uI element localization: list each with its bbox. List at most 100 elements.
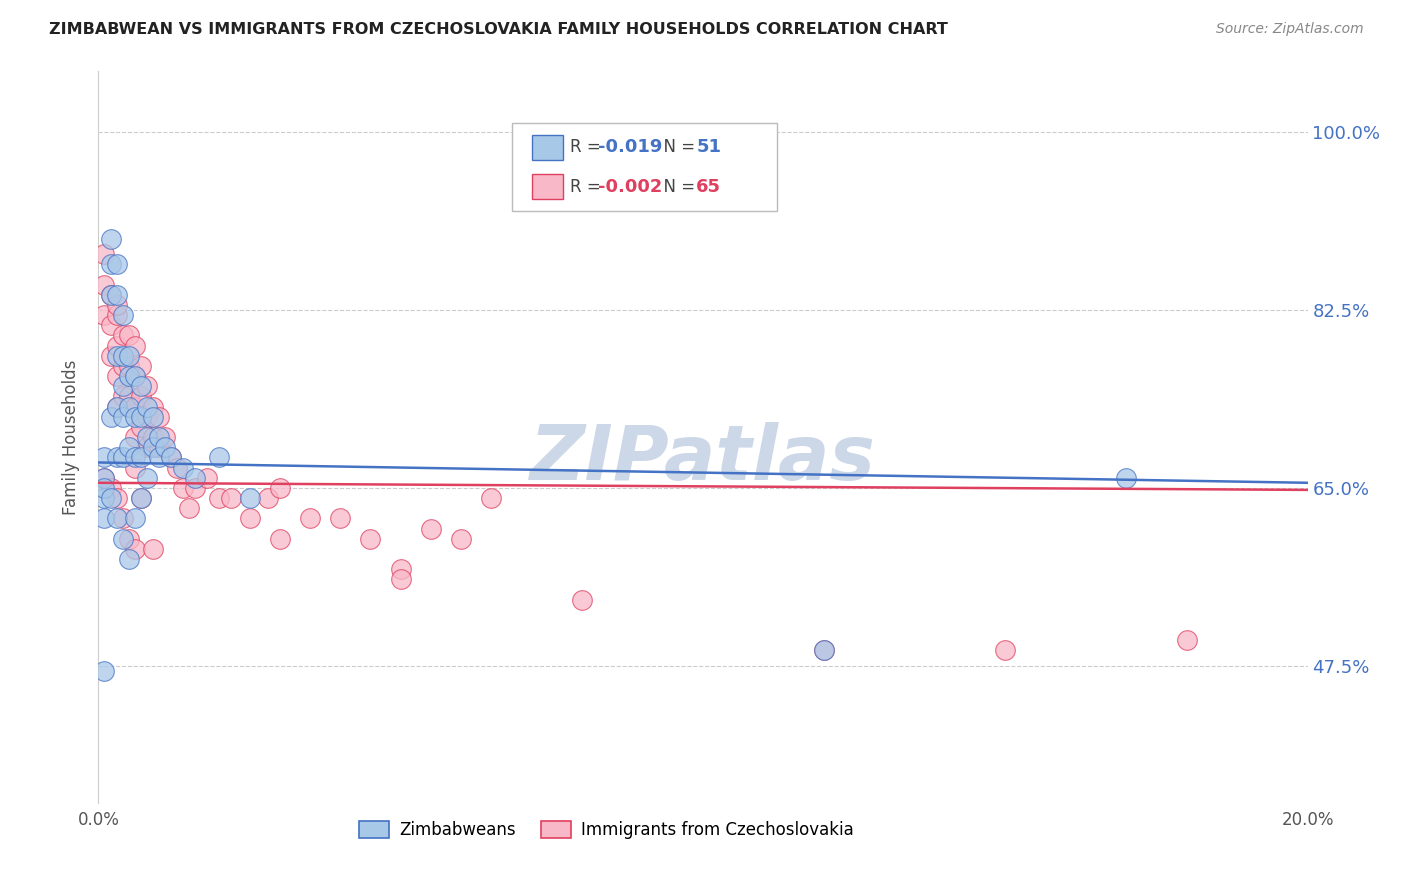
Point [100,349,122,363]
Point [239,511,262,525]
Point [269,532,291,546]
Point [105,491,128,505]
Point [93,471,115,485]
Point [148,430,170,444]
Point [135,440,157,454]
Point [100,409,122,424]
Point [160,450,183,465]
Point [105,288,128,302]
Point [105,298,128,312]
Point [118,532,141,546]
Point [100,318,122,333]
Point [195,471,218,485]
Point [360,532,382,546]
Point [129,359,152,373]
Point [148,450,170,465]
Text: N =: N = [652,178,700,196]
Point [105,400,128,414]
Point [184,471,207,485]
Point [100,232,122,246]
Point [111,389,134,403]
Point [118,359,141,373]
Point [105,400,128,414]
Point [172,481,194,495]
Point [129,420,152,434]
Point [135,409,157,424]
Point [184,481,207,495]
Point [124,400,146,414]
Point [142,409,165,424]
Point [148,409,170,424]
Point [111,511,134,525]
Point [100,288,122,302]
Point [208,450,231,465]
Point [100,257,122,271]
Point [208,491,231,505]
Point [93,450,115,465]
Point [129,379,152,393]
Point [105,338,128,352]
Point [124,409,146,424]
Point [105,349,128,363]
Point [299,511,322,525]
Point [129,491,152,505]
Text: 65: 65 [696,178,721,196]
Text: N =: N = [652,138,700,156]
Point [100,481,122,495]
Point [111,349,134,363]
Point [221,491,243,505]
Point [135,430,157,444]
Point [166,460,188,475]
Text: -0.019: -0.019 [598,138,662,156]
Point [129,409,152,424]
Point [93,308,115,322]
Point [994,643,1017,657]
Point [160,450,183,465]
Point [129,491,152,505]
Point [118,440,141,454]
Point [129,389,152,403]
Point [142,400,165,414]
Point [111,450,134,465]
Text: -0.002: -0.002 [598,178,662,196]
Point [148,440,170,454]
Point [239,491,262,505]
Point [93,277,115,292]
Point [93,471,115,485]
Point [1175,633,1198,648]
Point [481,491,503,505]
Point [105,511,128,525]
Legend: Zimbabweans, Immigrants from Czechoslovakia: Zimbabweans, Immigrants from Czechoslova… [353,814,860,846]
Y-axis label: Family Households: Family Households [62,359,80,515]
Point [135,379,157,393]
Point [124,450,146,465]
Point [135,471,157,485]
Point [93,491,115,505]
Text: Source: ZipAtlas.com: Source: ZipAtlas.com [1216,22,1364,37]
Point [142,430,165,444]
Point [93,247,115,261]
Point [105,257,128,271]
Point [111,532,134,546]
Point [111,328,134,343]
Point [256,491,278,505]
Point [118,349,141,363]
Text: ZIPatlas: ZIPatlas [530,422,876,496]
Point [105,308,128,322]
Point [100,288,122,302]
Point [105,450,128,465]
Point [153,440,176,454]
Point [153,430,176,444]
Text: 51: 51 [696,138,721,156]
Point [420,522,443,536]
Point [813,643,835,657]
Point [129,450,152,465]
Point [450,532,472,546]
Point [269,481,291,495]
Text: R =: R = [569,178,606,196]
Point [100,491,122,505]
Point [124,369,146,384]
Point [111,359,134,373]
Point [1115,471,1137,485]
Point [118,369,141,384]
